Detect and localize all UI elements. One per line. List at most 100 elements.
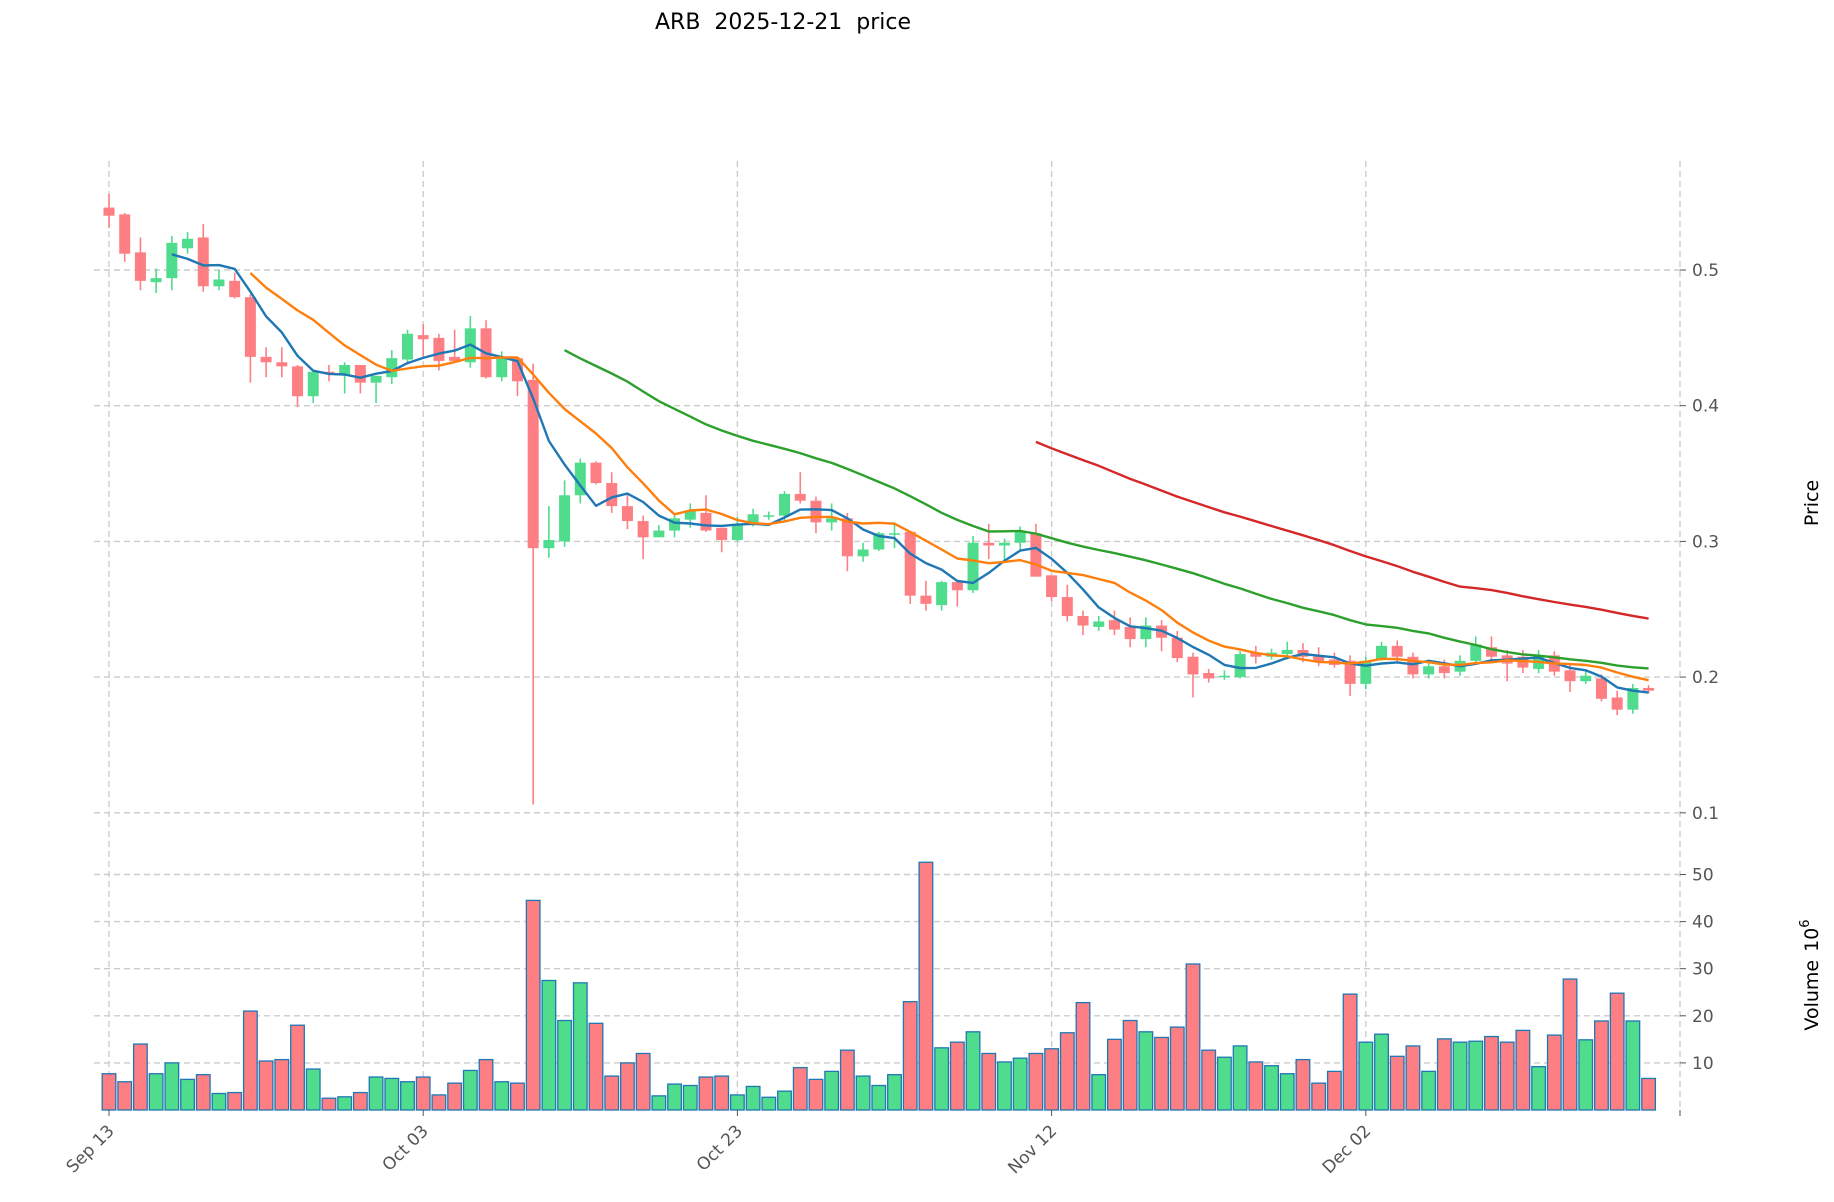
volume-bar: [1546, 1034, 1562, 1111]
x-tick-label: Oct 03: [379, 1121, 433, 1175]
candle-down: [1124, 626, 1136, 640]
volume-bar: [1169, 1026, 1185, 1111]
volume-bar: [1075, 1001, 1091, 1111]
volume-bar: [1609, 992, 1625, 1111]
candle-down: [904, 531, 916, 596]
grid-lines: [94, 161, 1681, 1110]
volume-bar: [164, 1062, 180, 1111]
volume-bar: [1342, 993, 1358, 1111]
candle-down: [449, 356, 461, 361]
volume-bar: [290, 1024, 305, 1111]
candle-down: [197, 237, 209, 287]
volume-bar: [321, 1097, 337, 1111]
volume-bar: [667, 1083, 683, 1111]
candle-up: [669, 518, 681, 531]
candle-down: [716, 527, 728, 541]
price-axis-label: Price: [1801, 480, 1823, 526]
candle-up: [559, 495, 571, 542]
candle-down: [511, 358, 523, 382]
candle-down: [700, 512, 712, 531]
volume-bar: [274, 1058, 290, 1111]
volume-bar: [1138, 1031, 1154, 1111]
candle-down: [1407, 656, 1419, 675]
ma60-line: [1035, 440, 1649, 620]
candle-down: [1030, 533, 1042, 577]
x-tick-label: Oct 23: [693, 1121, 747, 1175]
volume-bar: [1311, 1082, 1327, 1111]
volume-bar: [211, 1092, 227, 1111]
volume-bar: [1012, 1057, 1028, 1111]
volume-bar: [1421, 1070, 1437, 1111]
candle-up: [684, 510, 696, 520]
volume-tick-label: 20: [1692, 1007, 1714, 1027]
candle-up: [307, 371, 319, 397]
volume-bar: [1562, 978, 1578, 1111]
candle-down: [119, 214, 131, 254]
candle-down: [810, 500, 822, 523]
volume-bar: [1594, 1020, 1609, 1111]
candle-down: [244, 297, 256, 357]
volume-bar: [777, 1090, 792, 1111]
candle-down: [1046, 575, 1058, 598]
volume-bar: [792, 1066, 808, 1111]
volume-bar: [635, 1052, 651, 1111]
volume-label-base: 10: [1801, 928, 1823, 952]
candle-up: [1376, 645, 1388, 660]
candle-up: [182, 238, 194, 249]
candle-down: [1485, 647, 1497, 657]
candle-up: [1234, 654, 1246, 678]
volume-bar: [619, 1062, 635, 1111]
volume-bar: [902, 1001, 918, 1111]
candle-down: [637, 521, 649, 538]
candle-down: [527, 379, 539, 549]
candle-up: [1627, 687, 1639, 710]
candle-down: [433, 337, 445, 361]
volume-bar: [1106, 1038, 1122, 1111]
candle-up: [574, 462, 586, 496]
volume-bar: [572, 982, 588, 1111]
volume-bar: [1279, 1073, 1295, 1111]
candle-down: [951, 582, 963, 591]
volume-bar: [510, 1082, 525, 1111]
volume-bar: [1248, 1061, 1264, 1111]
volume-bar: [227, 1091, 243, 1111]
volume-bar: [384, 1077, 400, 1111]
volume-bar: [431, 1094, 447, 1111]
volume-bar: [132, 1043, 148, 1111]
ma30-line: [564, 349, 1649, 670]
candle-down: [260, 356, 272, 363]
candle-down: [983, 542, 995, 546]
price-tick-label: 0.1: [1692, 804, 1719, 824]
candle-up: [1470, 644, 1482, 661]
volume-bar: [1389, 1055, 1405, 1111]
candle-down: [103, 207, 115, 216]
candle-down: [134, 252, 146, 281]
candle-up: [401, 333, 413, 360]
candle-down: [354, 364, 366, 383]
volume-bar: [588, 1022, 604, 1111]
candle-down: [1643, 687, 1655, 691]
candle-up: [213, 279, 225, 287]
candles: [103, 194, 1655, 805]
candle-up: [889, 533, 900, 535]
volume-bar: [337, 1096, 353, 1111]
volume-bar: [415, 1076, 431, 1111]
candle-up: [857, 549, 869, 557]
volume-bar: [101, 1073, 117, 1111]
candle-down: [1061, 597, 1073, 617]
candle-up: [779, 493, 791, 516]
candle-down: [1203, 673, 1215, 679]
x-tick-label: Dec 02: [1319, 1121, 1376, 1178]
volume-bar: [352, 1091, 368, 1111]
volume-tick-label: 50: [1692, 866, 1714, 886]
candle-up: [166, 242, 178, 279]
volume-bar: [1499, 1041, 1515, 1111]
candle-up: [747, 514, 759, 526]
volume-bar: [1264, 1065, 1279, 1111]
volume-bar: [965, 1031, 981, 1111]
volume-bar: [1578, 1039, 1594, 1111]
volume-bar: [494, 1081, 510, 1111]
volume-bar: [1452, 1041, 1468, 1111]
candle-up: [1140, 625, 1152, 640]
